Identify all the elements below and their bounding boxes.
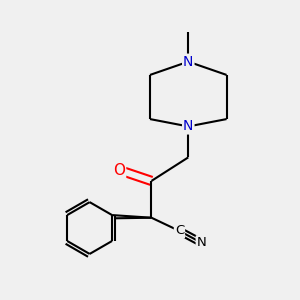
Text: C: C: [175, 224, 184, 238]
Text: N: N: [183, 55, 194, 69]
Text: N: N: [183, 119, 194, 134]
Text: N: N: [197, 236, 206, 249]
Text: O: O: [113, 163, 125, 178]
